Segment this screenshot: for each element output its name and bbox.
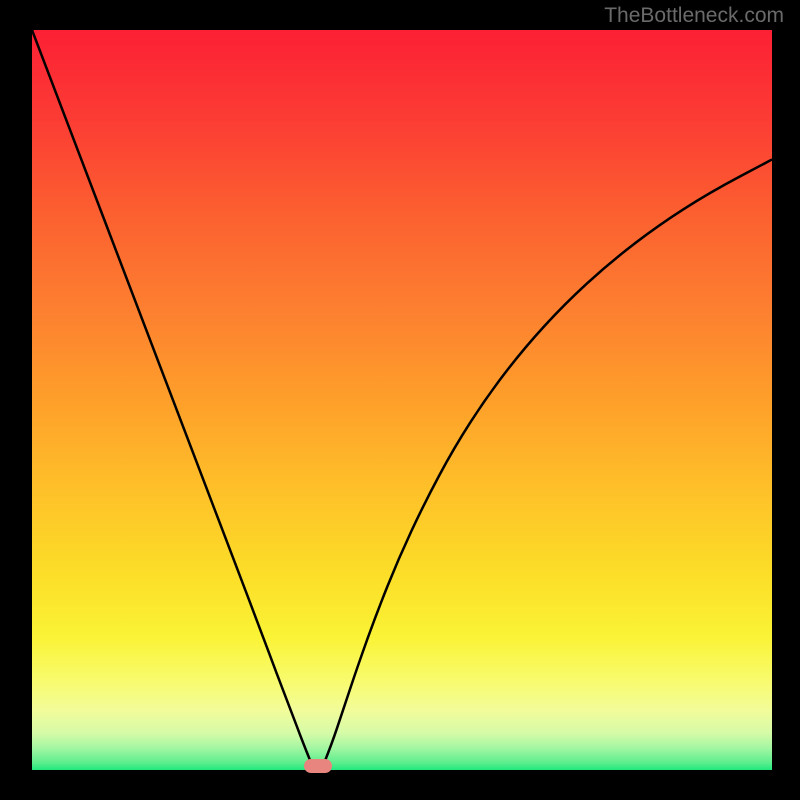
plot-area: [32, 30, 772, 770]
curve-overlay: [32, 30, 772, 770]
minimum-marker: [304, 759, 332, 773]
curve-right-branch: [324, 160, 772, 763]
watermark-text: TheBottleneck.com: [604, 4, 784, 28]
chart-container: TheBottleneck.com: [0, 0, 800, 800]
curve-left-branch: [32, 30, 311, 763]
